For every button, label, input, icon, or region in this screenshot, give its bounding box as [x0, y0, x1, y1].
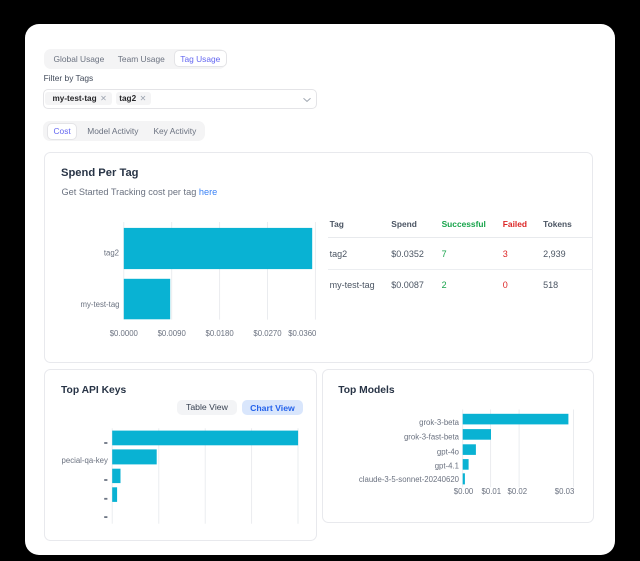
svg-text:$0.00: $0.00	[454, 487, 474, 496]
svg-text:$0.01: $0.01	[482, 487, 502, 496]
svg-text:pecial-qa-key: pecial-qa-key	[62, 456, 108, 465]
svg-text:tag2: tag2	[104, 249, 119, 258]
svg-text:$0.0270: $0.0270	[253, 329, 282, 338]
svg-text:grok-3-beta: grok-3-beta	[419, 418, 460, 427]
svg-text:$0.02: $0.02	[508, 487, 528, 496]
svg-text:grok-3-fast-beta: grok-3-fast-beta	[404, 432, 460, 441]
svg-text:claude-3-5-sonnet-20240620: claude-3-5-sonnet-20240620	[359, 475, 460, 484]
svg-text:$0.0000: $0.0000	[110, 329, 139, 338]
svg-text:$0.0360: $0.0360	[288, 329, 317, 338]
svg-text:my-test-tag: my-test-tag	[81, 300, 120, 309]
svg-text:$0.0180: $0.0180	[206, 329, 235, 338]
svg-text:$0.0090: $0.0090	[158, 329, 187, 338]
svg-text:gpt-4o: gpt-4o	[437, 448, 460, 457]
svg-text:$0.03: $0.03	[555, 487, 575, 496]
svg-text:gpt-4.1: gpt-4.1	[435, 461, 459, 470]
